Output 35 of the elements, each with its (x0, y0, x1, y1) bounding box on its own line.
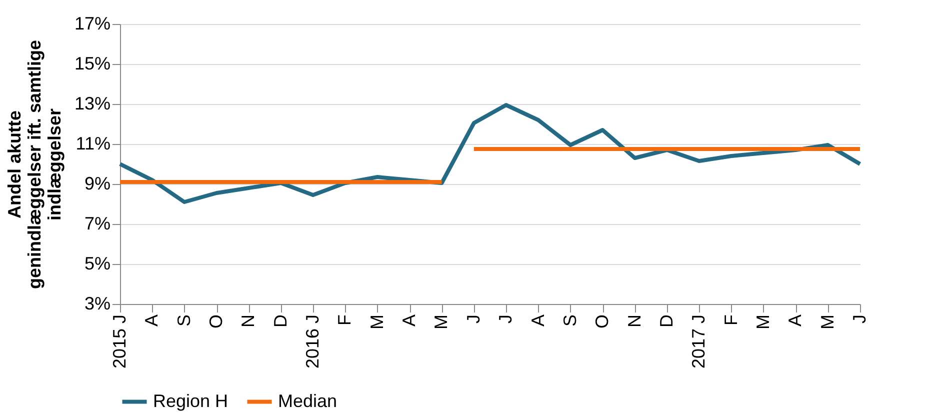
x-tick-label: J (496, 314, 516, 324)
x-tick-label: 2015 J (110, 314, 130, 369)
y-tick-label: 7% (84, 214, 110, 234)
x-tick-label: A (399, 314, 420, 327)
y-tick-label: 3% (84, 294, 110, 314)
x-tick-label: F (720, 314, 741, 326)
x-tick-label: O (206, 314, 226, 329)
x-tick-label: 2016 J (302, 314, 323, 369)
y-axis-title: Andel akutte genindlæggelser ift. samtlige indlæggelser (4, 40, 64, 290)
x-tick-label: N (624, 314, 644, 328)
legend-label: Median (278, 390, 338, 411)
x-tick-label: F (334, 314, 355, 326)
x-tick-label: M (752, 314, 773, 330)
x-tick-label: M (366, 314, 387, 330)
x-tick-label: O (592, 314, 612, 329)
x-tick-label: M (817, 314, 838, 330)
y-tick-label: 9% (84, 174, 110, 194)
x-tick-label: N (238, 314, 258, 328)
x-tick-label: D (270, 314, 290, 328)
y-tick-label: 5% (84, 254, 110, 274)
x-tick-label: A (142, 314, 162, 327)
x-tick-label: D (656, 314, 676, 328)
x-tick-label: J (850, 314, 870, 324)
x-tick-label: S (174, 314, 194, 327)
x-tick-label: J (463, 314, 484, 324)
y-tick-label: 13% (74, 94, 110, 114)
x-tick-label: M (431, 314, 452, 330)
y-tick-label: 17% (74, 14, 110, 34)
x-tick-label: A (528, 314, 548, 327)
x-tick-label: S (560, 314, 580, 327)
x-tick-label: 2017 J (688, 314, 709, 369)
y-tick-label: 15% (74, 54, 110, 74)
x-tick-label: A (785, 314, 806, 327)
y-tick-label: 11% (76, 134, 110, 154)
legend-label: Region H (153, 390, 228, 411)
